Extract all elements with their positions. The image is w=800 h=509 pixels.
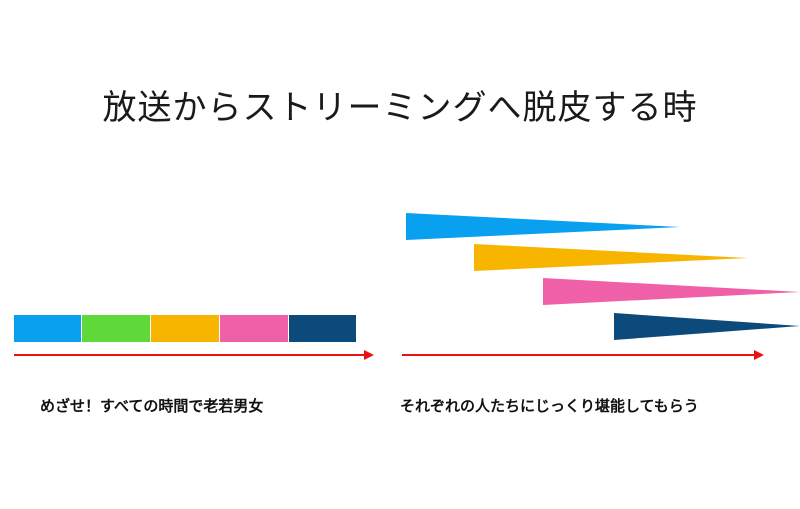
left-caption: めざせ！すべての時間で老若男女 bbox=[40, 397, 264, 415]
segment-navy bbox=[289, 315, 356, 342]
segment-blue bbox=[14, 315, 81, 342]
wedge-pink bbox=[543, 278, 800, 305]
wedge-navy bbox=[614, 313, 800, 340]
segment-pink bbox=[220, 315, 288, 342]
segment-yellow bbox=[151, 315, 219, 342]
slide-title: 放送からストリーミングへ脱皮する時 bbox=[102, 88, 698, 128]
wedge-yellow bbox=[474, 244, 748, 271]
broadcast-schedule-bar bbox=[14, 315, 356, 342]
right-caption: それぞれの人たちにじっくり堪能してもらう bbox=[400, 397, 699, 415]
streaming-wedges bbox=[406, 213, 800, 340]
wedge-blue bbox=[406, 213, 680, 240]
segment-green bbox=[82, 315, 150, 342]
